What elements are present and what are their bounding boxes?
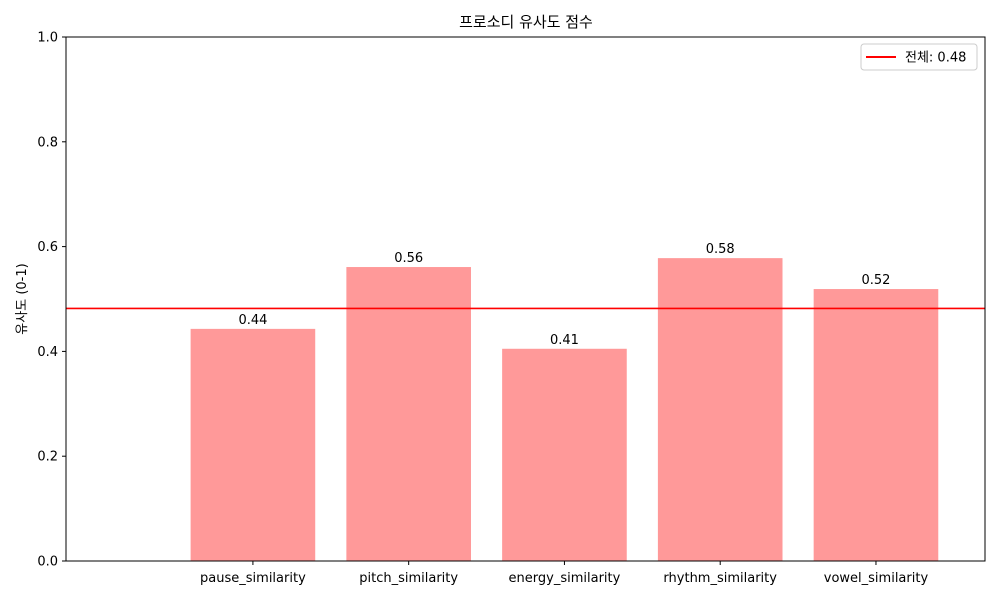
- y-tick-label: 1.0: [37, 31, 58, 46]
- x-tick-label: pause_similarity: [200, 571, 306, 586]
- y-tick-label: 0.8: [37, 135, 58, 150]
- bar-value-label: 0.52: [861, 273, 890, 288]
- legend-box: [860, 43, 978, 71]
- x-axis: pause_similarity pitch_similarity energy_s…: [200, 561, 928, 586]
- bar-pause_similarity: [190, 328, 316, 561]
- bar-energy_similarity: [502, 348, 627, 561]
- bars-group: [190, 258, 939, 561]
- bar-value-label: 0.44: [238, 313, 267, 328]
- x-tick-label: vowel_similarity: [824, 571, 929, 586]
- bar-labels-group: 0.44 0.56 0.41 0.58 0.52: [238, 242, 890, 348]
- bar-value-label: 0.56: [394, 251, 423, 266]
- y-axis: 0.0 0.2 0.4 0.6 0.8 1.0: [37, 31, 66, 570]
- bar-value-label: 0.41: [550, 333, 579, 348]
- x-tick-label: energy_similarity: [509, 571, 621, 586]
- x-tick-label: rhythm_similarity: [663, 571, 777, 586]
- y-axis-label: 유사도 (0-1): [15, 263, 30, 334]
- bar-rhythm_similarity: [657, 258, 783, 561]
- bar-vowel_similarity: [813, 289, 939, 561]
- legend-label: 전체: 0.48: [905, 51, 966, 66]
- bar-pitch_similarity: [346, 267, 471, 561]
- plot-frame: [65, 36, 986, 562]
- y-tick-label: 0.4: [37, 345, 58, 360]
- x-tick-label: pitch_similarity: [359, 571, 458, 586]
- chart-title: 프로소디 유사도 점수: [459, 13, 593, 31]
- y-tick-label: 0.6: [37, 240, 58, 255]
- y-tick-label: 0.0: [37, 555, 58, 570]
- y-tick-label: 0.2: [37, 450, 58, 465]
- bar-value-label: 0.58: [706, 242, 735, 257]
- legend: 전체: 0.48: [860, 43, 978, 71]
